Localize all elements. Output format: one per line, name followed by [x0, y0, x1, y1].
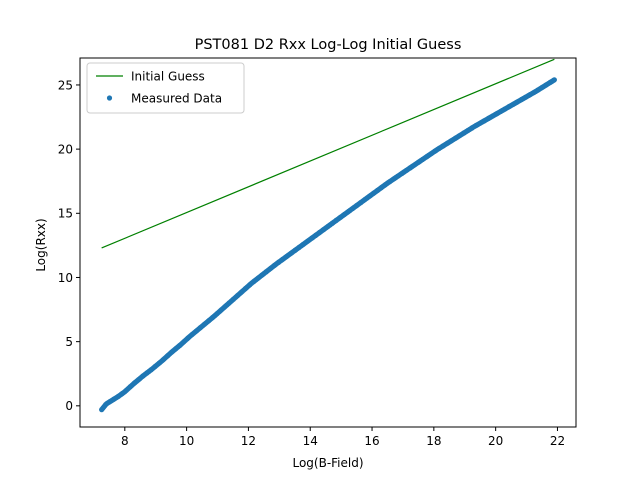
y-tick-label: 15 — [58, 207, 73, 221]
x-axis-label: Log(B-Field) — [292, 456, 363, 470]
x-tick-label: 12 — [241, 434, 256, 448]
y-tick-label: 5 — [65, 335, 73, 349]
x-tick-label: 14 — [303, 434, 318, 448]
chart-title: PST081 D2 Rxx Log-Log Initial Guess — [195, 37, 462, 53]
initial-guess-line — [101, 58, 555, 249]
legend-entry-measured-data: Measured Data — [131, 92, 222, 106]
legend-entry-initial-guess: Initial Guess — [131, 70, 205, 84]
x-tick-label: 10 — [179, 434, 194, 448]
y-tick-label: 10 — [58, 271, 73, 285]
x-tick-label: 16 — [364, 434, 379, 448]
legend-dot-swatch — [106, 95, 113, 101]
x-tick-label: 22 — [550, 434, 565, 448]
y-tick-label: 0 — [65, 399, 73, 413]
data-point — [551, 77, 557, 83]
x-tick-label: 18 — [426, 434, 441, 448]
x-axis-ticks: 8 10 12 14 16 18 20 22 — [121, 427, 565, 448]
measured-data-points — [99, 77, 557, 413]
y-axis-label: Log(Rxx) — [34, 218, 48, 271]
plot-area — [99, 58, 557, 413]
x-tick-label: 8 — [121, 434, 129, 448]
y-axis-ticks: 0 5 10 15 20 25 — [58, 78, 80, 413]
y-tick-label: 20 — [58, 142, 73, 156]
y-tick-label: 25 — [58, 78, 73, 92]
axes-frame — [79, 57, 577, 428]
legend: Initial Guess Measured Data — [86, 62, 245, 114]
legend-box — [86, 62, 245, 114]
x-tick-label: 20 — [488, 434, 503, 448]
